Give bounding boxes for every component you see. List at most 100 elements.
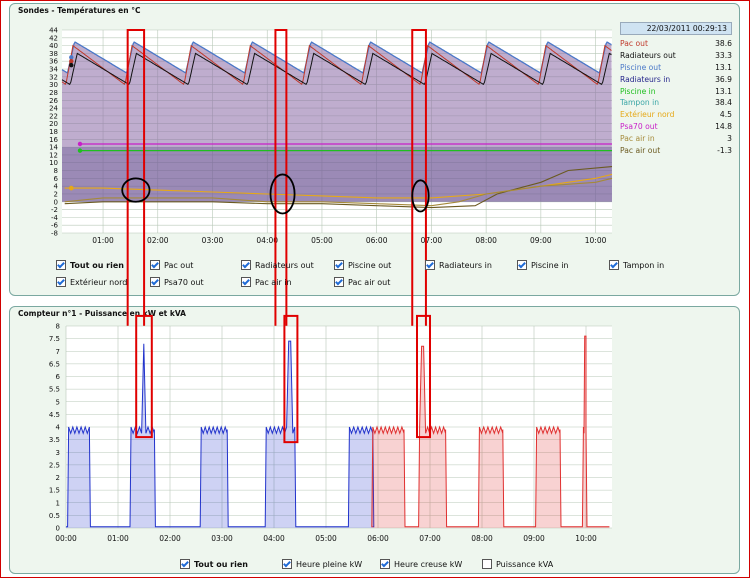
y-tick-label: 4 [54,183,59,191]
series-marker [69,59,74,64]
checkbox-box[interactable] [56,277,66,287]
checkbox-box[interactable] [180,559,190,569]
y-tick-label: 0 [54,198,58,206]
checkbox-label: Tout ou rien [194,559,248,569]
checkbox-label: Tout ou rien [70,260,124,270]
legend-label: Pac air in [620,134,655,144]
legend-value: 33.3 [715,50,732,60]
y-tick-label: 40 [49,42,58,50]
x-tick-label: 04:00 [263,534,285,543]
checkbox-label: Tampon in [623,260,665,270]
checkbox-box[interactable] [150,260,160,270]
checkbox-heure-pleine-kw[interactable]: Heure pleine kW [282,559,362,569]
y-tick-label: 8 [54,167,58,175]
checkbox-box[interactable] [241,260,251,270]
highlight-ellipse [411,179,430,213]
legend-item: Pac air in 3 [620,133,732,145]
checkbox-pac-air-in[interactable]: Pac air in [241,277,292,287]
checkbox-pac-air-out[interactable]: Pac air out [334,277,390,287]
y-tick-label: 32 [49,73,58,81]
checkbox-box[interactable] [425,260,435,270]
y-tick-label: 22 [49,112,58,120]
y-tick-label: 2.5 [49,461,60,469]
temperature-legend: 22/03/2011 00:29:13 Pac out 38.6 Radiateur… [620,22,732,157]
checkbox-pac-out[interactable]: Pac out [150,260,193,270]
checkbox-puissance-kva[interactable]: Puissance kVA [482,559,553,569]
checkbox-psa70-out[interactable]: Psa70 out [150,277,204,287]
y-tick-label: 4.5 [49,411,60,419]
checkbox-radiateurs-out[interactable]: Radiateurs out [241,260,314,270]
highlight-rectangle [135,314,153,439]
checkbox-piscine-in[interactable]: Piscine in [517,260,569,270]
y-tick-label: 1.5 [49,487,60,495]
legend-item: Tampon in 38.4 [620,97,732,109]
checkbox-box[interactable] [334,260,344,270]
temperature-area-fill [62,42,612,202]
checkbox-box[interactable] [609,260,619,270]
x-tick-label: 04:00 [256,236,278,245]
series-pac-air-out [64,166,613,209]
legend-label: Radiateurs in [620,74,671,84]
y-tick-label: 42 [49,34,58,42]
checkbox-label: Piscine out [348,260,392,270]
legend-label: Psa70 out [620,122,658,132]
y-tick-label: -8 [51,230,58,238]
y-tick-label: 3.5 [49,436,60,444]
checkbox-label: Radiateurs in [439,260,492,270]
y-tick-label: 2 [56,474,60,482]
x-tick-label: 08:00 [471,534,493,543]
checkbox-ext-rieur-nord[interactable]: Extérieur nord [56,277,127,287]
checkbox-box[interactable] [517,260,527,270]
x-tick-label: 06:00 [367,534,389,543]
y-tick-label: 26 [49,97,58,105]
y-tick-label: 6.5 [49,360,60,368]
timestamp: 22/03/2011 00:29:13 [620,22,732,35]
checkbox-box[interactable] [380,559,390,569]
checkbox-tout-ou-rien[interactable]: Tout ou rien [180,559,248,569]
y-tick-label: 36 [49,58,58,66]
legend-item: Pac out 38.6 [620,38,732,50]
y-tick-label: 3 [56,449,60,457]
y-tick-label: 5 [56,398,60,406]
checkbox-box[interactable] [282,559,292,569]
checkbox-box[interactable] [241,277,251,287]
legend-value: -1.3 [717,146,732,156]
x-tick-label: 03:00 [211,534,233,543]
highlight-rectangle [283,314,299,444]
highlight-rectangle [416,314,431,439]
checkbox-box[interactable] [482,559,492,569]
legend-label: Radiateurs out [620,50,676,60]
legend-label: Piscine in [620,86,656,96]
series-marker [69,62,74,68]
legend-item: Radiateurs out 33.3 [620,50,732,62]
checkbox-label: Psa70 out [164,277,204,287]
y-tick-label: 18 [49,128,58,136]
checkbox-label: Heure pleine kW [296,559,363,569]
y-tick-label: 34 [49,66,58,74]
x-tick-label: 00:00 [55,534,77,543]
legend-value: 13.1 [715,86,732,96]
checkbox-piscine-out[interactable]: Piscine out [334,260,391,270]
checkbox-radiateurs-in[interactable]: Radiateurs in [425,260,492,270]
y-tick-label: 24 [49,105,58,113]
checkbox-tout-ou-rien[interactable]: Tout ou rien [56,260,124,270]
checkbox-box[interactable] [56,260,66,270]
temperature-panel-title: Sondes - Températures en °C [18,6,141,15]
checkbox-heure-creuse-kw[interactable]: Heure creuse kW [380,559,462,569]
checkbox-label: Pac air out [348,277,391,287]
series-radiateurs-out [61,52,612,85]
checkbox-box[interactable] [334,277,344,287]
series-marker [77,141,83,147]
x-tick-label: 02:00 [147,236,169,245]
series-line-heure-creuse [371,335,610,528]
y-tick-label: 7 [56,348,60,356]
power-panel-title: Compteur n°1 - Puissance en kW et kVA [18,309,186,318]
y-tick-label: 10 [49,159,58,167]
legend-label: Pac air out [620,146,661,156]
legend-item: Piscine in 13.1 [620,86,732,98]
legend-label: Tampon in [620,98,660,108]
checkbox-box[interactable] [150,277,160,287]
y-tick-label: 5.5 [49,386,60,394]
checkbox-tampon-in[interactable]: Tampon in [609,260,664,270]
y-tick-label: 6 [54,175,59,183]
